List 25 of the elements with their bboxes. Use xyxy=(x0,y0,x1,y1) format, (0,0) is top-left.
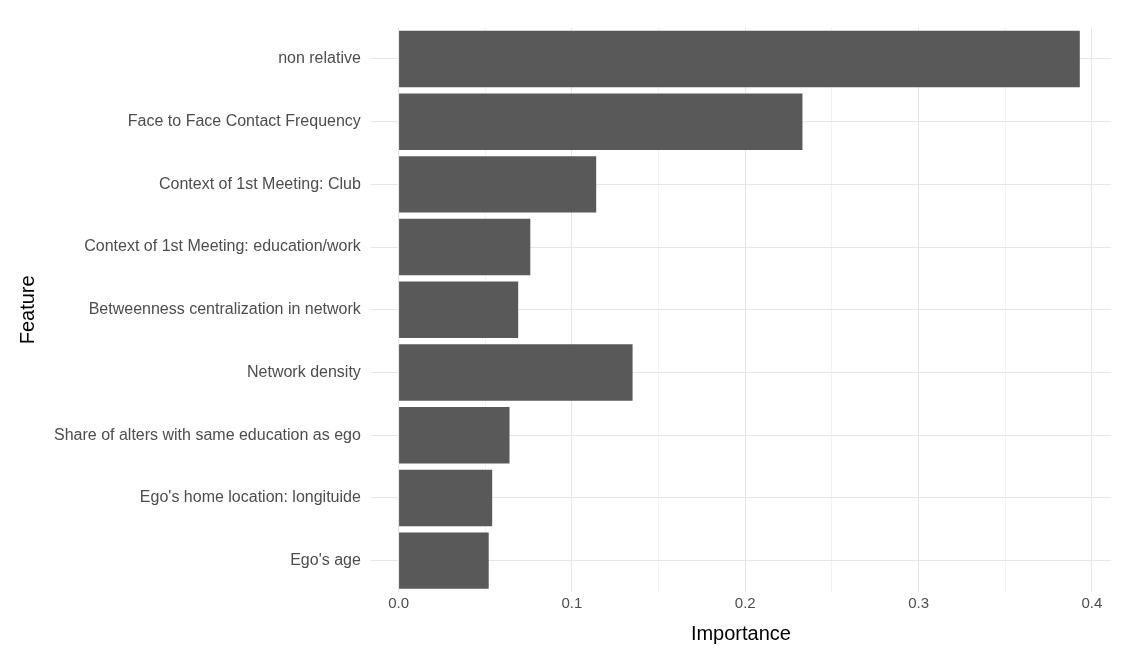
x-tick-label: 0.3 xyxy=(908,594,930,612)
bar xyxy=(399,156,597,213)
bar xyxy=(399,532,489,589)
bar xyxy=(399,407,510,464)
bar xyxy=(399,93,803,150)
x-tick-label: 0.1 xyxy=(561,594,583,612)
y-tick-label: Ego's age xyxy=(290,551,361,569)
bar xyxy=(399,30,1080,88)
y-tick-label: non relative xyxy=(278,49,361,67)
y-axis-title: Feature xyxy=(15,275,38,345)
y-tick-label: Context of 1st Meeting: Club xyxy=(158,174,361,192)
bar xyxy=(399,469,493,527)
y-tick-label: Network density xyxy=(247,362,361,380)
bar xyxy=(399,281,519,339)
y-tick-label: Betweenness centralization in network xyxy=(88,300,362,318)
bar xyxy=(399,344,633,401)
y-tick-label: Context of 1st Meeting: education/work xyxy=(84,237,362,255)
x-tick-label: 0.0 xyxy=(388,594,410,612)
x-tick-label: 0.4 xyxy=(1081,594,1103,612)
x-axis-title: Importance xyxy=(690,621,791,644)
y-tick-label: Share of alters with same education as ego xyxy=(54,425,361,443)
x-tick-label: 0.2 xyxy=(734,594,756,612)
y-tick-label: Ego's home location: longituide xyxy=(139,488,361,506)
y-tick-label: Face to Face Contact Frequency xyxy=(127,112,361,130)
bar xyxy=(399,218,531,276)
